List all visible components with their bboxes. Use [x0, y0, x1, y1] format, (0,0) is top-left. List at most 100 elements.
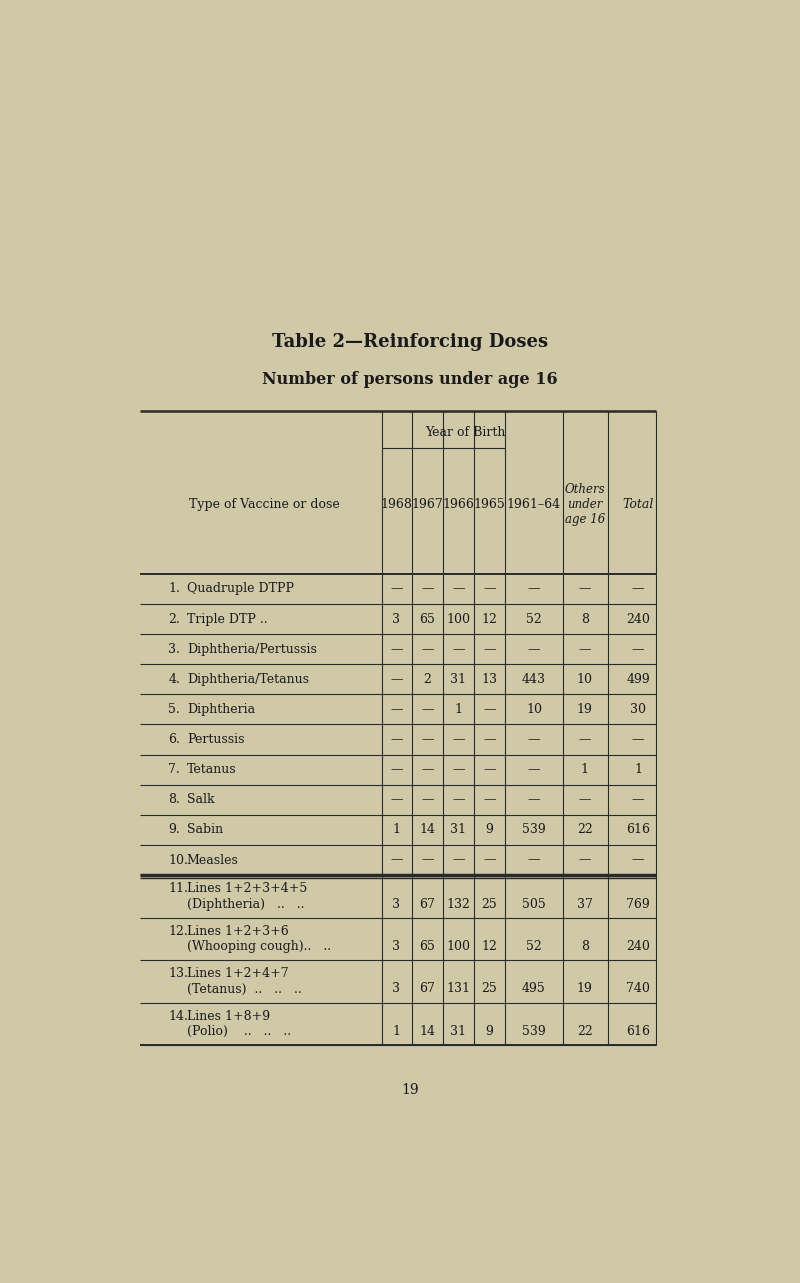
Text: —: — [390, 643, 402, 656]
Text: Year of Birth: Year of Birth [425, 426, 506, 439]
Text: 505: 505 [522, 898, 546, 911]
Text: 240: 240 [626, 612, 650, 626]
Text: —: — [483, 733, 496, 745]
Text: 13: 13 [482, 672, 498, 686]
Text: —: — [632, 793, 645, 806]
Text: 240: 240 [626, 940, 650, 953]
Text: 12: 12 [482, 940, 498, 953]
Text: —: — [390, 582, 402, 595]
Text: —: — [452, 733, 465, 745]
Text: Diphtheria: Diphtheria [187, 703, 255, 716]
Text: 9.: 9. [168, 824, 180, 837]
Text: 3: 3 [392, 983, 400, 996]
Text: —: — [483, 643, 496, 656]
Text: 9: 9 [486, 1025, 494, 1038]
Text: Salk: Salk [187, 793, 214, 806]
Text: —: — [578, 853, 591, 866]
Text: 67: 67 [419, 898, 435, 911]
Text: 499: 499 [626, 672, 650, 686]
Text: 22: 22 [577, 824, 593, 837]
Text: 3.: 3. [168, 643, 180, 656]
Text: Quadruple DTPP: Quadruple DTPP [187, 582, 294, 595]
Text: 19: 19 [577, 983, 593, 996]
Text: 1: 1 [454, 703, 462, 716]
Text: —: — [632, 853, 645, 866]
Text: —: — [452, 763, 465, 776]
Text: —: — [483, 582, 496, 595]
Text: Sabin: Sabin [187, 824, 223, 837]
Text: —: — [452, 853, 465, 866]
Text: 769: 769 [626, 898, 650, 911]
Text: 1: 1 [581, 763, 589, 776]
Text: 5.: 5. [168, 703, 180, 716]
Text: —: — [528, 853, 540, 866]
Text: 1: 1 [634, 763, 642, 776]
Text: 1968: 1968 [381, 498, 412, 511]
Text: Table 2—Reinforcing Doses: Table 2—Reinforcing Doses [272, 332, 548, 350]
Text: 6.: 6. [168, 733, 180, 745]
Text: Lines 1+2+4+7: Lines 1+2+4+7 [187, 967, 289, 980]
Text: Triple DTP ..: Triple DTP .. [187, 612, 267, 626]
Text: 443: 443 [522, 672, 546, 686]
Text: —: — [578, 793, 591, 806]
Text: —: — [528, 582, 540, 595]
Text: (Polio)    ..   ..   ..: (Polio) .. .. .. [187, 1025, 291, 1038]
Text: —: — [578, 733, 591, 745]
Text: Diphtheria/Pertussis: Diphtheria/Pertussis [187, 643, 317, 656]
Text: 740: 740 [626, 983, 650, 996]
Text: —: — [390, 733, 402, 745]
Text: 3: 3 [392, 940, 400, 953]
Text: —: — [390, 763, 402, 776]
Text: 19: 19 [401, 1084, 419, 1097]
Text: —: — [528, 763, 540, 776]
Text: —: — [632, 643, 645, 656]
Text: Diphtheria/Tetanus: Diphtheria/Tetanus [187, 672, 309, 686]
Text: 8.: 8. [168, 793, 180, 806]
Text: 30: 30 [630, 703, 646, 716]
Text: —: — [421, 793, 434, 806]
Text: 10.: 10. [168, 853, 188, 866]
Text: 52: 52 [526, 612, 542, 626]
Text: 14: 14 [419, 1025, 435, 1038]
Text: —: — [421, 853, 434, 866]
Text: 25: 25 [482, 898, 498, 911]
Text: —: — [421, 733, 434, 745]
Text: —: — [632, 733, 645, 745]
Text: 616: 616 [626, 824, 650, 837]
Text: 14: 14 [419, 824, 435, 837]
Text: 1965: 1965 [474, 498, 506, 511]
Text: —: — [528, 793, 540, 806]
Text: 3: 3 [392, 612, 400, 626]
Text: 13.: 13. [168, 967, 188, 980]
Text: 539: 539 [522, 1025, 546, 1038]
Text: —: — [483, 793, 496, 806]
Text: 616: 616 [626, 1025, 650, 1038]
Text: 8: 8 [581, 612, 589, 626]
Text: —: — [421, 643, 434, 656]
Text: Pertussis: Pertussis [187, 733, 244, 745]
Text: 22: 22 [577, 1025, 593, 1038]
Text: 4.: 4. [168, 672, 180, 686]
Text: 1.: 1. [168, 582, 180, 595]
Text: —: — [483, 703, 496, 716]
Text: —: — [483, 763, 496, 776]
Text: 132: 132 [446, 898, 470, 911]
Text: Others
under
age 16: Others under age 16 [565, 484, 605, 526]
Text: 31: 31 [450, 1025, 466, 1038]
Text: 9: 9 [486, 824, 494, 837]
Text: 12.: 12. [168, 925, 188, 938]
Text: —: — [528, 733, 540, 745]
Text: 3: 3 [392, 898, 400, 911]
Text: 495: 495 [522, 983, 546, 996]
Text: (Whooping cough)..   ..: (Whooping cough).. .. [187, 940, 331, 953]
Text: —: — [452, 582, 465, 595]
Text: 10: 10 [526, 703, 542, 716]
Text: (Diphtheria)   ..   ..: (Diphtheria) .. .. [187, 898, 304, 911]
Text: 12: 12 [482, 612, 498, 626]
Text: 8: 8 [581, 940, 589, 953]
Text: 11.: 11. [168, 883, 188, 896]
Text: 52: 52 [526, 940, 542, 953]
Text: 1966: 1966 [442, 498, 474, 511]
Text: Measles: Measles [187, 853, 238, 866]
Text: —: — [578, 582, 591, 595]
